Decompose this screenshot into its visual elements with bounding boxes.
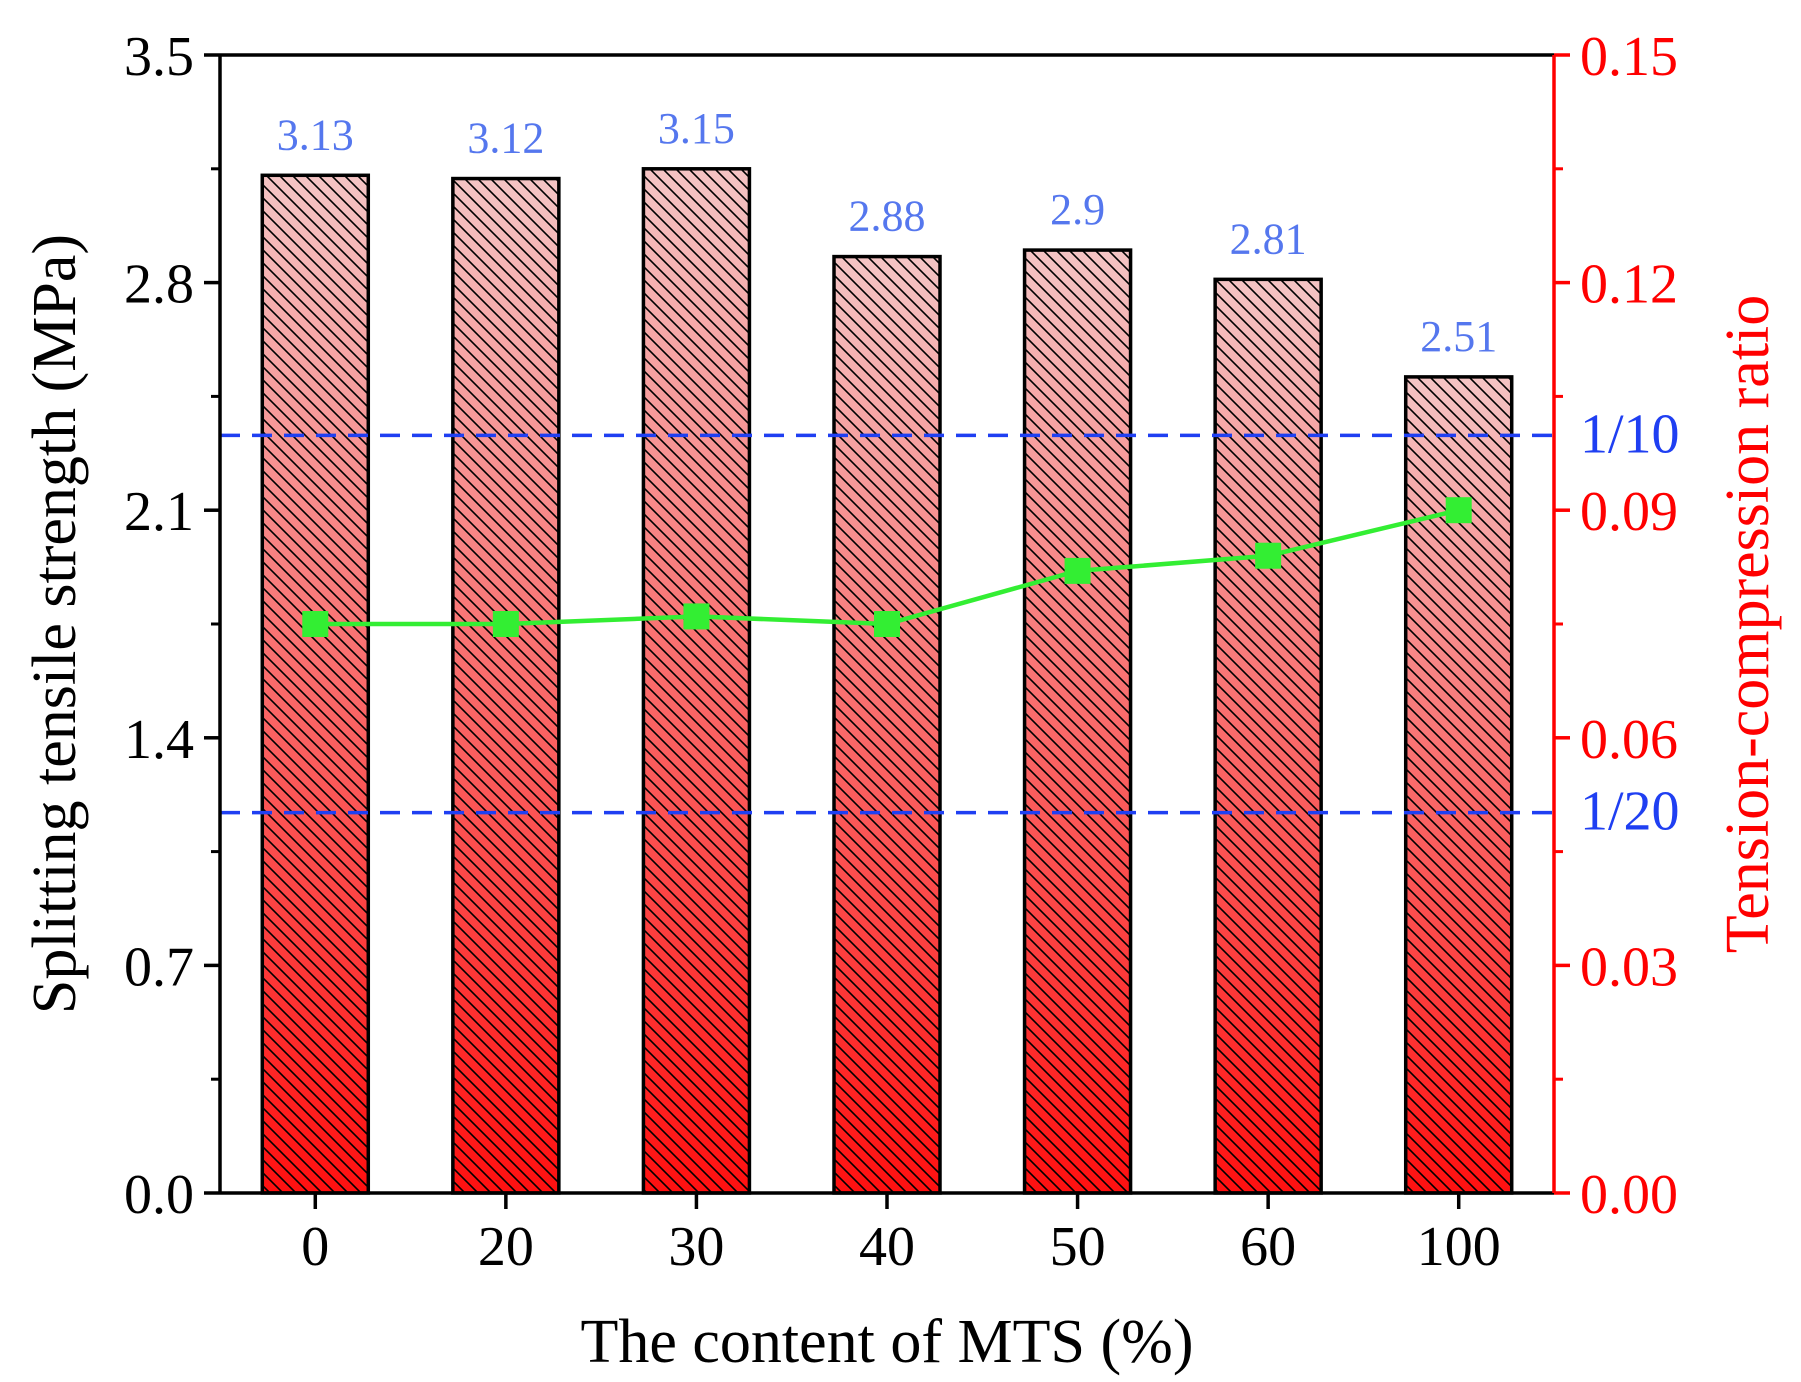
ratio-point-0 [302,611,329,637]
bar-hatch [641,167,752,1195]
bar-40 [832,254,942,1195]
bar-hatch [1403,375,1514,1195]
ratio-point-60 [1255,542,1282,569]
right-tick-label: 0.12 [1580,254,1678,316]
bar-value-label: 2.81 [1230,214,1307,263]
bar-value-label: 3.12 [467,114,544,163]
bar-hatch [260,173,371,1195]
bar-60 [1213,277,1323,1195]
bars-layer [260,167,1514,1195]
x-axis-title: The content of MTS (%) [581,1308,1194,1376]
bar-hatch [832,254,942,1195]
bar-0 [260,173,371,1195]
left-tick-label: 2.8 [124,254,194,316]
right-axis-title: Tension-compression ratio [1714,295,1782,954]
bar-value-label: 2.51 [1420,312,1497,361]
ratio-line-layer [302,497,1472,637]
x-tick-label: 50 [1050,1216,1106,1278]
bar-hatch [451,176,561,1195]
bar-30 [641,167,752,1195]
bar-value-label: 2.9 [1050,185,1105,234]
left-tick-label: 0.0 [124,1164,194,1226]
bar-hatch [1213,277,1323,1195]
x-tick-label: 0 [301,1216,329,1278]
x-tick-label: 20 [478,1216,534,1278]
ratio-point-30 [683,603,710,630]
bar-20 [451,176,561,1195]
left-tick-label: 0.7 [124,936,194,998]
x-tick-label: 100 [1417,1216,1501,1278]
right-tick-label: 0.03 [1580,936,1678,998]
left-axis-title: Splitting tensile strength (MPa) [21,234,89,1014]
bar-hatch [1022,248,1133,1195]
left-tick-label: 2.1 [124,481,194,543]
ratio-point-50 [1064,557,1091,584]
reference-line-label: 1/10 [1580,403,1680,465]
ratio-point-20 [492,611,519,637]
bar-value-label: 3.15 [658,104,735,153]
right-tick-label: 0.00 [1580,1164,1678,1226]
x-tick-label: 30 [668,1216,724,1278]
reference-line-label: 1/20 [1580,781,1680,843]
left-tick-label: 3.5 [124,26,194,88]
x-tick-label: 40 [859,1216,915,1278]
bar-50 [1022,248,1133,1195]
x-tick-label: 60 [1240,1216,1296,1278]
bar-value-label: 2.88 [849,192,926,241]
ratio-point-100 [1445,497,1472,524]
labels-layer: 3.13 3.12 3.15 2.88 2.9 2.81 2.51 1/10 1/20 0.0 0.… [21,26,1782,1376]
axes-layer [204,53,1570,1209]
right-tick-label: 0.09 [1580,481,1678,543]
bar-100 [1403,375,1514,1195]
bar-value-label: 3.13 [277,110,354,159]
right-tick-label: 0.06 [1580,709,1678,771]
left-tick-label: 1.4 [124,709,194,771]
ratio-point-40 [874,611,900,637]
right-tick-label: 0.15 [1580,26,1678,88]
